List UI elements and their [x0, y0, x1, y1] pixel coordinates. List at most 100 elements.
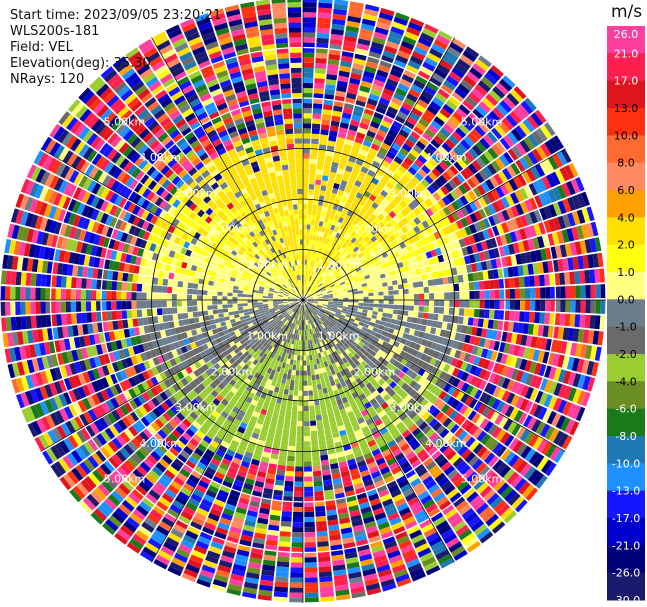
range-gate — [388, 290, 394, 295]
range-gate — [341, 236, 348, 243]
range-gate — [368, 93, 380, 102]
range-gate — [380, 177, 389, 186]
range-gate — [466, 71, 480, 84]
range-gate — [416, 318, 423, 325]
range-gate — [403, 300, 410, 305]
range-gate — [337, 228, 343, 235]
range-gate — [308, 344, 311, 351]
range-gate — [459, 169, 470, 181]
range-gate — [425, 251, 433, 259]
range-gate — [311, 133, 320, 140]
range-gate — [488, 110, 501, 124]
range-gate — [403, 265, 411, 272]
range-gate — [346, 160, 355, 168]
range-gate — [319, 285, 325, 289]
range-gate — [303, 47, 315, 53]
range-gate — [450, 232, 459, 242]
range-gate — [576, 193, 586, 208]
range-gate — [422, 61, 436, 72]
range-gate — [306, 285, 309, 291]
range-gate — [346, 284, 352, 288]
range-gate — [295, 461, 303, 467]
range-gate — [442, 226, 451, 236]
range-gate — [309, 229, 314, 236]
range-gate — [292, 364, 297, 371]
range-gate — [341, 272, 347, 278]
range-gate — [346, 272, 353, 277]
range-gate — [314, 404, 321, 411]
range-gate — [353, 264, 360, 270]
range-gate — [490, 64, 505, 78]
range-gate — [303, 0, 317, 3]
range-gate — [307, 209, 312, 215]
range-gate — [424, 198, 434, 208]
range-gate — [356, 175, 365, 183]
range-gate — [559, 313, 566, 326]
range-gate — [482, 206, 492, 217]
range-gate — [288, 389, 294, 396]
range-gate — [452, 176, 462, 187]
range-gate — [371, 314, 378, 320]
range-gate — [318, 0, 333, 4]
range-gate — [308, 287, 312, 292]
range-gate — [508, 178, 519, 191]
range-gate — [316, 424, 324, 431]
range-gate — [542, 191, 553, 205]
range-gate — [525, 251, 533, 264]
range-gate — [505, 194, 515, 207]
range-gate — [455, 219, 465, 230]
range-gate — [309, 410, 316, 416]
range-gate — [314, 83, 325, 89]
range-gate — [457, 83, 471, 95]
range-gate — [314, 490, 324, 497]
range-gate — [315, 510, 326, 517]
range-gate — [377, 17, 392, 26]
range-gate — [424, 23, 439, 34]
range-gate — [327, 181, 334, 188]
range-gate — [490, 259, 498, 269]
range-gate — [357, 90, 369, 98]
range-gate — [538, 207, 548, 221]
range-gate — [379, 247, 386, 255]
range-gate — [304, 284, 306, 291]
range-gate — [307, 297, 313, 299]
range-gate — [364, 262, 371, 268]
range-gate — [430, 181, 440, 192]
range-gate — [358, 261, 365, 267]
range-gate — [478, 101, 492, 114]
range-gate — [449, 41, 464, 54]
range-gate — [361, 283, 368, 288]
range-gate — [409, 250, 416, 258]
range-gate — [352, 288, 358, 292]
range-gate — [364, 65, 377, 74]
range-gate — [443, 79, 457, 91]
range-gate — [325, 261, 330, 268]
range-gate — [436, 270, 443, 278]
range-gate — [340, 117, 351, 125]
range-gate — [373, 303, 379, 308]
range-gate — [465, 45, 480, 58]
range-gate — [462, 273, 469, 283]
range-gate — [303, 400, 309, 407]
range-gate — [376, 168, 385, 177]
range-gate — [312, 354, 316, 360]
range-gate — [533, 195, 543, 209]
range-gate — [280, 383, 286, 389]
range-gate — [288, 364, 293, 370]
range-gate — [456, 209, 465, 219]
range-gate — [311, 209, 317, 216]
range-gate — [575, 285, 581, 299]
range-gate — [371, 189, 380, 198]
range-gate — [329, 171, 337, 178]
range-gate — [358, 187, 366, 195]
range-gate — [333, 269, 339, 275]
range-gate — [313, 475, 323, 482]
range-gate — [392, 263, 399, 270]
range-gate — [334, 0, 349, 6]
range-gate — [518, 187, 529, 201]
range-gate — [310, 420, 317, 427]
range-gate — [303, 209, 308, 215]
range-gate — [351, 146, 360, 154]
range-gate — [419, 94, 432, 105]
range-gate — [507, 148, 519, 162]
